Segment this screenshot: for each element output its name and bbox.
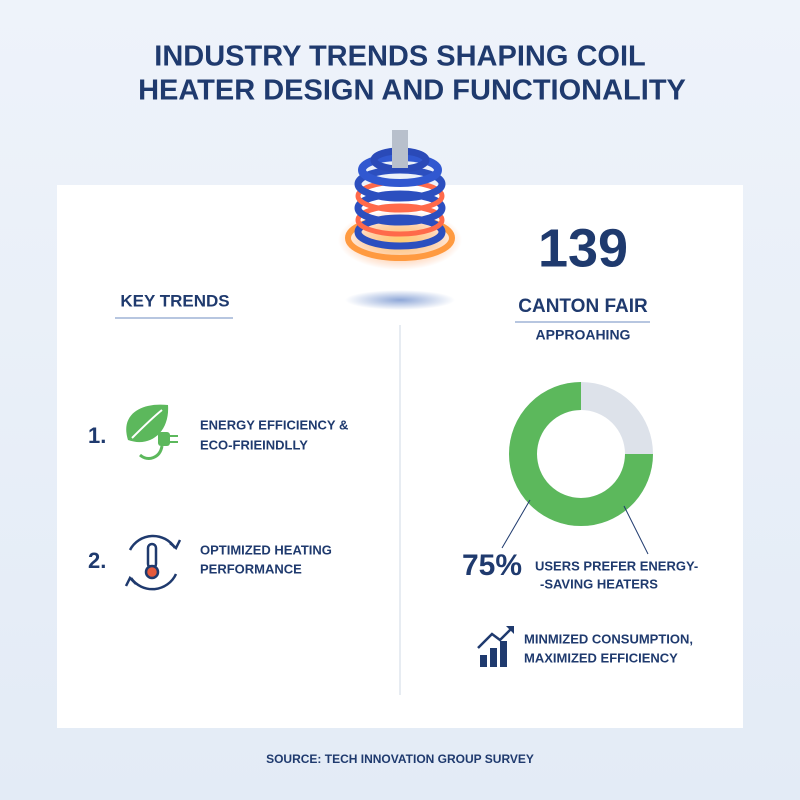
highlight-text: MINMIZED CONSUMPTION,	[524, 631, 693, 646]
section-heading: KEY TRENDS	[120, 291, 229, 310]
source: SOURCE: TECH INNOVATION GROUP SURVEY	[266, 752, 534, 766]
item-number: 2.	[88, 548, 106, 573]
item-text: ENERGY EFFICIENCY &	[200, 417, 348, 432]
leaf-plug-icon	[126, 404, 178, 460]
growth-icon	[477, 626, 514, 667]
donut-caption: -SAVING HEATERS	[540, 576, 658, 591]
item-text: PERFORMANCE	[200, 561, 302, 576]
event-name: CANTON FAIR	[518, 296, 648, 317]
title: HEATER DESIGN AND FUNCTIONALITY	[138, 75, 686, 107]
donut-caption: USERS PREFER ENERGY-	[535, 558, 698, 573]
donut-segment	[509, 382, 653, 526]
item-text: ECO-FRIEINDLLY	[200, 437, 308, 452]
item-text: OPTIMIZED HEATING	[200, 542, 332, 557]
thermometer-icon	[124, 534, 182, 591]
leader-line	[501, 499, 531, 549]
coil-icon	[338, 130, 462, 310]
event-number: 139	[538, 218, 628, 278]
item-number: 1.	[88, 423, 106, 448]
highlight-text: MAXIMIZED EFFICIENCY	[524, 650, 678, 665]
donut-chart	[509, 382, 653, 526]
event-status: APPROAHING	[536, 327, 631, 343]
leader-line	[623, 505, 649, 555]
title: INDUSTRY TRENDS SHAPING COIL	[154, 41, 645, 73]
donut-value: 75%	[462, 549, 522, 582]
